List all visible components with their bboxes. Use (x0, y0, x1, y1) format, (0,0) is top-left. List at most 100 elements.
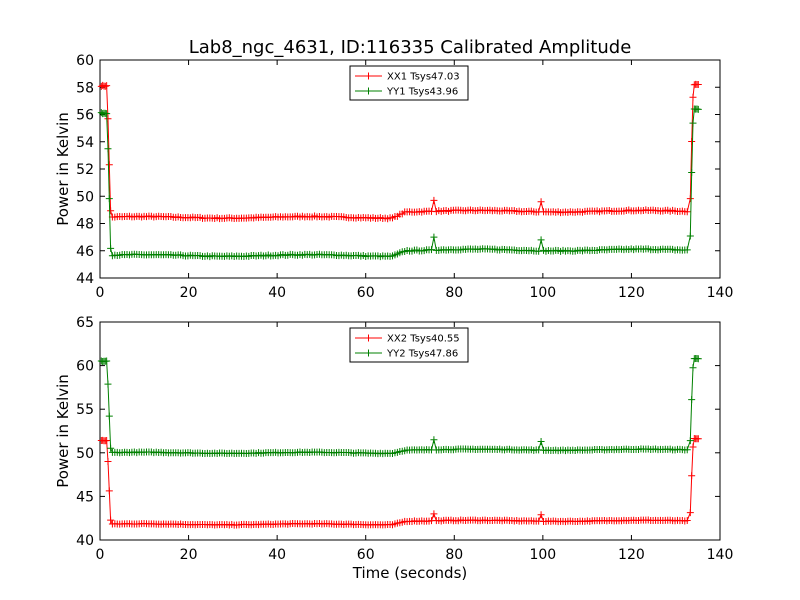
legend-marker (365, 349, 372, 357)
data-point (688, 138, 696, 146)
series-line (101, 108, 699, 258)
x-tick-label: 60 (357, 285, 375, 301)
data-point (104, 145, 112, 153)
data-point (683, 517, 691, 525)
data-point (683, 446, 691, 454)
data-point (537, 236, 545, 244)
data-point (537, 198, 545, 206)
y-tick-label: 50 (76, 189, 94, 205)
data-point (686, 195, 694, 203)
data-point (427, 246, 435, 254)
x-tick-label: 140 (707, 547, 734, 563)
legend-label: YY2 Tsys47.86 (386, 349, 458, 360)
data-point (688, 169, 696, 177)
data-point (694, 435, 702, 443)
y-tick-label: 56 (76, 108, 94, 124)
legend-label: XX1 Tsys47.03 (387, 72, 460, 83)
data-point (694, 81, 702, 89)
data-point (105, 487, 113, 495)
x-tick-label: 140 (707, 285, 734, 301)
data-point (430, 436, 438, 444)
x-tick-label: 20 (180, 547, 198, 563)
legend-marker (365, 87, 372, 95)
data-point (104, 380, 112, 388)
data-point (689, 93, 697, 101)
data-point (694, 355, 702, 363)
data-point (537, 511, 545, 519)
x-tick-label: 120 (618, 547, 645, 563)
y-tick-label: 44 (76, 271, 94, 287)
x-tick-label: 40 (268, 285, 286, 301)
legend-marker (365, 72, 372, 80)
data-point (107, 207, 115, 215)
data-point (103, 357, 111, 365)
series-1 (97, 435, 702, 529)
data-point (101, 82, 109, 90)
y-tick-label: 50 (76, 446, 94, 462)
y-tick-label: 60 (76, 359, 94, 375)
x-tick-label: 0 (96, 285, 105, 301)
x-tick-label: 80 (445, 285, 463, 301)
data-point (688, 396, 696, 404)
plot-panel-2: 0 20 40 60 80 100 120 140 40 45 50 55 60 65 Power in K… (54, 315, 733, 563)
y-tick-label: 52 (76, 162, 94, 178)
data-point (107, 444, 115, 452)
data-point (686, 509, 694, 517)
data-point (683, 246, 691, 254)
data-point (430, 196, 438, 204)
legend: XX1 Tsys47.03 YY1 Tsys43.96 (349, 65, 469, 101)
legend-box (349, 327, 469, 363)
data-point (535, 247, 543, 255)
data-point (689, 443, 697, 451)
data-point (689, 364, 697, 372)
legend-label: YY1 Tsys43.96 (386, 87, 458, 98)
x-tick-label: 80 (445, 547, 463, 563)
data-point (694, 105, 702, 113)
y-tick-label: 46 (76, 244, 94, 260)
series-line (101, 358, 699, 455)
data-point (105, 161, 113, 169)
y-axis-label: Power in Kelvin (54, 374, 72, 488)
x-tick-label: 120 (618, 285, 645, 301)
x-axis-label: Time (seconds) (352, 564, 468, 582)
data-point (104, 115, 112, 123)
plot-panels: 0 20 40 60 80 100 120 140444648505254565860Powe… (54, 53, 733, 563)
data-point (537, 437, 545, 445)
data-point (688, 472, 696, 480)
data-point (107, 516, 115, 524)
legend-box (349, 65, 469, 101)
series-1 (97, 80, 702, 223)
data-point (105, 412, 113, 420)
data-point (686, 232, 694, 240)
data-point (430, 510, 438, 518)
data-point (103, 110, 111, 118)
data-point (103, 437, 111, 445)
data-point (103, 82, 111, 90)
data-point (104, 458, 112, 466)
series-line (101, 83, 699, 220)
chart-title: Lab8_ngc_4631, ID:116335 Calibrated Ampl… (189, 37, 632, 58)
series-2 (97, 354, 702, 458)
y-tick-label: 40 (76, 533, 94, 549)
y-tick-label: 55 (76, 402, 94, 418)
legend: XX2 Tsys40.55 YY2 Tsys47.86 (349, 327, 469, 363)
y-tick-label: 48 (76, 217, 94, 233)
data-point (107, 244, 115, 252)
x-tick-label: 100 (529, 547, 556, 563)
series-2 (97, 105, 702, 261)
x-tick-label: 60 (357, 547, 375, 563)
legend-label: XX2 Tsys40.55 (387, 334, 460, 345)
axes-frame (99, 321, 721, 541)
data-point (430, 233, 438, 241)
y-tick-label: 45 (76, 489, 94, 505)
y-tick-label: 58 (76, 80, 94, 96)
plot-panel-1: 0 20 40 60 80 100 120 140 44 46 48 50 52 54 56 58 60 Powe… (54, 53, 733, 301)
x-tick-label: 20 (180, 285, 198, 301)
x-tick-label: 40 (268, 547, 286, 563)
y-tick-label: 65 (76, 315, 94, 331)
y-tick-label: 60 (76, 53, 94, 69)
legend-marker (365, 334, 372, 342)
x-tick-label: 100 (529, 285, 556, 301)
y-axis-label: Power in Kelvin (54, 112, 72, 226)
